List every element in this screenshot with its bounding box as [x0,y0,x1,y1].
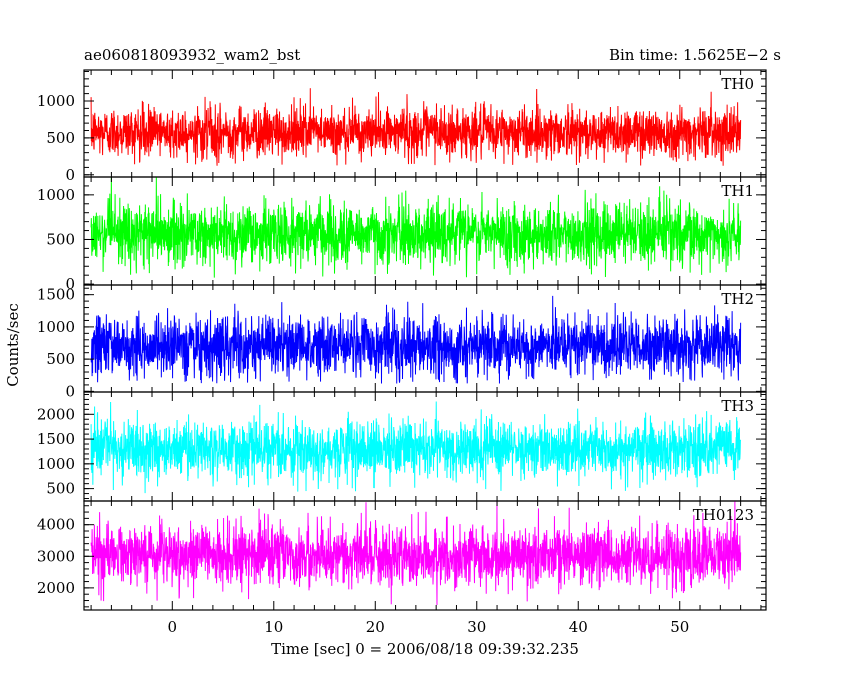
panel-frame [83,500,767,611]
y-tick-label: 1000 [37,186,75,204]
panel-th1: 0 500 1000 TH1 [37,176,767,293]
chart-title-left: ae060818093932_wam2_bst [84,46,300,64]
x-axis: 0 10 20 30 40 50 [168,618,690,636]
x-tick-label: 40 [569,618,588,636]
x-tick-label: 10 [264,618,283,636]
panel-label: TH1 [721,182,754,200]
panel-label: TH2 [721,290,754,308]
panel-th0123: 2000 3000 4000 TH0123 [37,500,767,611]
panel-th2: 0 500 1000 1500 TH2 [37,284,767,400]
y-tick-label: 0 [65,166,75,184]
x-tick-label: 20 [366,618,385,636]
x-tick-label: 30 [467,618,486,636]
y-tick-label: 1000 [37,92,75,110]
y-tick-label: 500 [46,350,75,368]
y-tick-label: 1500 [37,430,75,448]
series-line-th1 [90,177,742,278]
y-tick-label: 500 [46,129,75,147]
x-tick-label: 50 [670,618,689,636]
panel-th3: 500 1000 1500 2000 TH3 [37,391,767,502]
y-tick-label: 500 [46,230,75,248]
y-tick-label: 4000 [37,516,75,534]
panel-label: TH3 [721,397,754,415]
y-tick-label: 0 [65,275,75,293]
panels-group: 0 500 1000 TH0 0 500 1000 TH1 0 500 1000 1500 TH2 500… [37,69,767,611]
panel-label: TH0123 [693,506,754,524]
y-axis-label: Counts/sec [4,303,22,387]
y-tick-label: 2000 [37,579,75,597]
panel-label: TH0 [721,75,754,93]
y-tick-label: 2000 [37,405,75,423]
series-line-th0123 [90,501,742,606]
series-line-th2 [90,295,742,384]
panel-th0: 0 500 1000 TH0 [37,69,767,184]
y-tick-label: 1500 [37,286,75,304]
y-tick-label: 3000 [37,547,75,565]
y-tick-label: 1000 [37,455,75,473]
y-tick-label: 1000 [37,318,75,336]
y-tick-label: 500 [46,480,75,498]
x-tick-label: 0 [168,618,178,636]
x-axis-label: Time [sec] 0 = 2006/08/18 09:39:32.235 [271,640,579,658]
series-line-th3 [90,401,742,494]
y-tick-label: 0 [65,382,75,400]
series-line-th0 [90,88,742,166]
chart-title-right: Bin time: 1.5625E−2 s [609,46,781,64]
